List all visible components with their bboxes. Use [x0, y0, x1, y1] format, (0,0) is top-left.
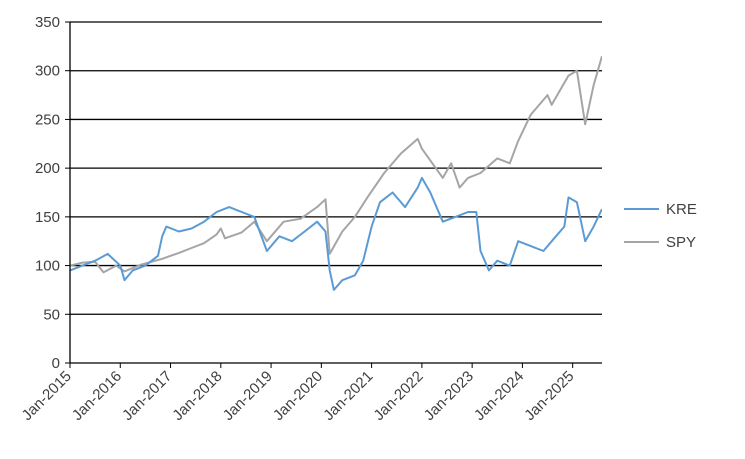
x-tick-label: Jan-2018 [169, 368, 225, 424]
y-tick-label: 50 [43, 306, 60, 323]
x-tick-label: Jan-2016 [69, 368, 125, 424]
y-tick-label: 150 [35, 209, 60, 226]
x-tick-label: Jan-2022 [370, 368, 426, 424]
y-tick-label: 200 [35, 160, 60, 177]
legend-label-kre: KRE [666, 201, 697, 218]
series-line-spy [70, 56, 602, 272]
x-tick-label: Jan-2025 [521, 368, 577, 424]
legend: KRE SPY [624, 201, 697, 251]
grid-layer [70, 22, 602, 314]
axes [70, 22, 602, 363]
x-tick-label: Jan-2019 [220, 368, 276, 424]
y-tick-label: 300 [35, 63, 60, 80]
y-tick-label: 250 [35, 111, 60, 128]
legend-label-spy: SPY [666, 234, 696, 251]
series-line-kre [70, 178, 602, 290]
y-tick-label: 350 [35, 14, 60, 31]
x-tick-label: Jan-2024 [471, 368, 527, 424]
x-tick-label: Jan-2017 [119, 368, 175, 424]
y-tick-label: 0 [52, 355, 60, 372]
x-tick-label: Jan-2020 [270, 368, 326, 424]
x-tick-label: Jan-2021 [320, 368, 376, 424]
x-tick-label: Jan-2015 [19, 368, 75, 424]
y-tick-label: 100 [35, 258, 60, 275]
x-axis-ticks: Jan-2015Jan-2016Jan-2017Jan-2018Jan-2019… [19, 363, 578, 424]
y-axis-ticks: 0 50 100 150 200 250 300 350 [35, 14, 70, 372]
series-layer [70, 56, 602, 290]
x-tick-label: Jan-2023 [421, 368, 477, 424]
